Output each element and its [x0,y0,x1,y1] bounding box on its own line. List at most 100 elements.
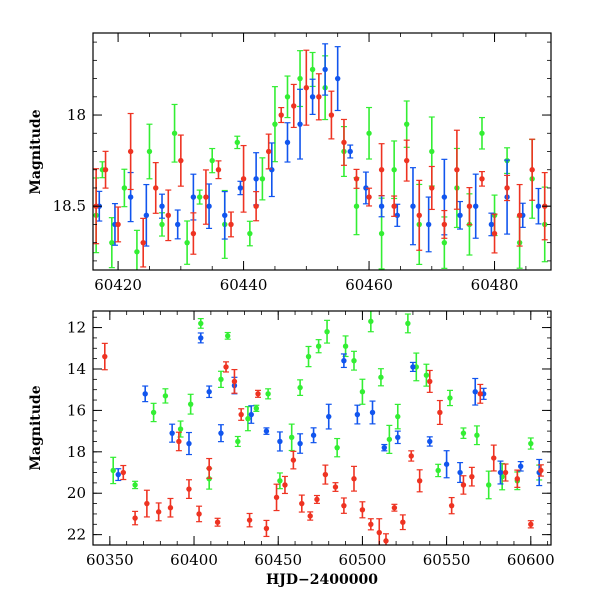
x-axis-title: HJD−2400000 [266,572,378,588]
top-point [237,185,244,191]
top-point [109,239,115,246]
bottom-point [514,476,521,482]
bottom-point [282,482,288,488]
top-point [416,212,422,219]
top-point [115,221,121,228]
bottom-point [502,469,509,476]
bottom-point [310,432,317,438]
top-point [291,103,297,109]
bottom-point [132,482,138,488]
bottom-point [277,478,283,484]
top-point [391,203,397,209]
top-point [457,212,463,219]
bottom-point [248,411,254,418]
top-x-tick-label: 60480 [471,276,519,294]
top-point [259,176,266,182]
bottom-point [354,411,361,418]
bottom-point [206,389,212,395]
top-point [391,167,397,173]
bottom-point [223,364,229,370]
bottom-point [342,343,349,349]
bottom-series-2 [101,342,544,545]
top-point [190,230,197,237]
top-x-tick-label: 60420 [94,276,142,294]
top-y-tick-label: 18.5 [53,197,86,215]
top-point [353,203,360,209]
top-point [253,176,259,182]
top-point [441,221,448,228]
bottom-point [457,469,463,476]
bottom-point [416,478,423,484]
top-point [334,75,341,82]
top-point [328,112,335,118]
bottom-point [263,525,270,532]
bottom-y-tick-label: 20 [67,484,86,502]
bottom-point [332,484,339,490]
bottom-point [225,333,231,339]
bottom-point [176,438,182,445]
top-point [353,176,360,182]
top-point [171,130,178,136]
bottom-series-1 [115,332,543,487]
top-point [488,221,495,228]
bottom-point [469,473,475,480]
top-point [491,230,498,237]
bottom-point [472,389,478,395]
bottom-y-tick-label: 16 [67,401,86,419]
bottom-point [447,395,453,401]
top-point [441,194,448,200]
top-x-tick-label: 60440 [220,276,268,294]
bottom-point [273,494,280,501]
bottom-y-tick-label: 14 [67,360,86,378]
top-point [425,221,432,228]
top-point [316,94,322,100]
top-y-axis-title: Magnitude [28,109,44,194]
top-point [403,121,410,127]
bottom-point [383,538,389,544]
top-point [240,176,247,182]
bottom-x-tick-label: 60400 [170,551,218,569]
bottom-point [341,357,347,364]
bottom-point [491,455,497,461]
bottom-point [391,505,398,511]
bottom-point [144,500,150,507]
bottom-point [142,391,148,397]
bottom-point [150,409,157,416]
top-point [234,139,241,146]
top-point [284,94,291,100]
top-point [479,176,485,182]
bottom-point [238,411,244,418]
bottom-point [386,436,393,443]
top-panel: 60420 60440 60460 60480 18 18.5 Magnitude [28,32,552,294]
top-point [516,212,523,219]
bottom-point [326,413,332,420]
bottom-x-tick-label: 60450 [254,551,302,569]
top-point [215,167,222,173]
bottom-y-tick-label: 22 [67,526,86,544]
top-point [309,66,316,73]
top-point [102,167,109,173]
top-point [341,139,347,146]
top-point [127,194,134,200]
bottom-point [497,469,504,476]
bottom-point [277,438,283,445]
bottom-point [307,513,313,519]
bottom-point [235,438,241,445]
bottom-point [395,413,401,420]
bottom-data-layer [101,311,544,545]
top-point [529,167,535,173]
bottom-point [263,428,270,434]
top-point [184,239,190,246]
bottom-point [443,461,450,467]
top-point [278,112,284,118]
bottom-point [198,335,204,341]
bottom-point [359,389,366,395]
bottom-x-tick-label: 60350 [86,551,134,569]
bottom-point [381,444,388,451]
bottom-point [187,401,194,407]
top-point [378,203,385,209]
top-point [134,249,140,255]
top-x-tick-label: 60460 [345,276,393,294]
bottom-point [297,384,303,391]
top-ticks: 60420 60440 60460 60480 18 18.5 [53,33,551,294]
